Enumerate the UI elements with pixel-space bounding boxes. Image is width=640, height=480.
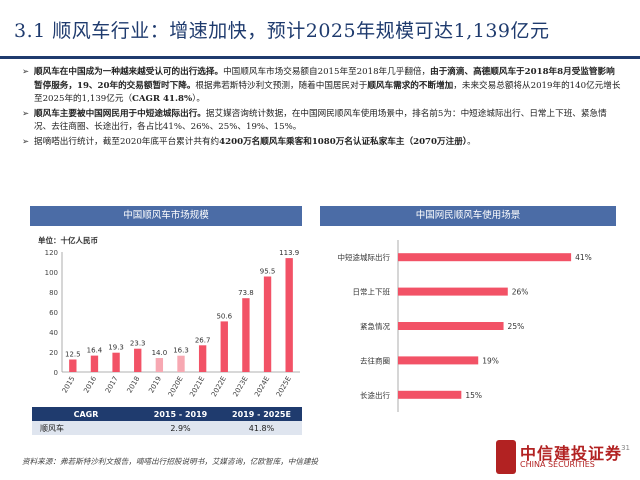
x-tick-label: 2018 (126, 375, 142, 394)
bullet-1-text-c: ，未来交易总额将从2019年的140亿元增长至2025年的1,139亿元（ (34, 80, 621, 105)
y-tick-label: 60 (49, 309, 58, 317)
category-label: 中短途城际出行 (338, 252, 391, 262)
y-tick-label: 0 (54, 369, 58, 377)
logo-name: 中信建投证券 (520, 444, 623, 463)
logo-seal-icon (496, 440, 516, 474)
data-label: 41% (575, 253, 592, 262)
data-label: 14.0 (152, 349, 168, 357)
category-label: 日常上下班 (353, 287, 391, 297)
data-label: 15% (465, 391, 482, 400)
data-label: 95.5 (260, 268, 276, 276)
bar (242, 298, 250, 372)
bar (220, 321, 228, 372)
cagr-header: 2015 - 2019 (140, 407, 221, 421)
bar (134, 348, 142, 372)
bullet-item-3: ➢ 据嘀嗒出行统计，截至2020年底平台累计共有约4200万名顺风车乘客和108… (22, 136, 622, 150)
cagr-table: CAGR 2015 - 2019 2019 - 2025E 顺风车 2.9% 4… (32, 407, 302, 435)
right-panel-title: 中国网民顺风车使用场景 (320, 206, 616, 226)
category-label: 长途出行 (360, 390, 390, 400)
data-label: 50.6 (216, 312, 232, 320)
bar (263, 276, 272, 372)
y-tick-label: 80 (49, 289, 58, 297)
x-tick-label: 2016 (82, 375, 98, 395)
bar (398, 390, 462, 399)
arrow-bullet-icon: ➢ (22, 136, 30, 147)
data-label: 73.8 (238, 289, 254, 297)
bullet-1-text-d: ）。 (192, 94, 206, 104)
x-tick-label: 2024E (253, 375, 271, 398)
title-divider (0, 56, 640, 59)
category-label: 去往商圈 (360, 355, 390, 365)
bar (198, 345, 207, 372)
y-tick-label: 100 (45, 269, 58, 277)
left-panel-title: 中国顺风车市场规模 (30, 206, 302, 226)
bar (398, 356, 479, 365)
cagr-row-label: 顺风车 (32, 421, 140, 435)
y-tick-label: 120 (45, 249, 58, 257)
cagr-header-row: CAGR 2015 - 2019 2019 - 2025E (32, 407, 302, 421)
bullet-item-2: ➢ 顺风车主要被中国网民用于中短途城际出行。据艾媒咨询统计数据，在中国网民顺风车… (22, 108, 622, 135)
bullet-3-text-a: 据嘀嗒出行统计，截至2020年底平台累计共有约 (34, 136, 220, 147)
bullet-3-bold: 4200万名顺风车乘客和1080万名认证私家车主（2070万注册） (219, 136, 468, 147)
x-tick-label: 2023E (232, 375, 250, 398)
data-label: 26.7 (195, 336, 211, 344)
data-label: 12.5 (65, 351, 81, 359)
page-title: 3.1 顺风车行业：增速加快，预计2025年规模可达1,139亿元 (14, 20, 550, 42)
bar (398, 287, 508, 296)
cagr-value: 2.9% (140, 421, 221, 435)
x-tick-label: 2025E (275, 375, 293, 398)
data-label: 16.3 (173, 347, 189, 355)
source-note: 资料来源：弗若斯特沙利文报告，嘀嗒出行招股说明书，艾媒咨询，亿欧智库，中信建投 (22, 457, 319, 466)
bar (285, 258, 293, 372)
data-label: 25% (508, 322, 525, 331)
data-label: 26% (512, 288, 529, 297)
cagr-data-row: 顺风车 2.9% 41.8% (32, 421, 302, 435)
y-tick-label: 40 (49, 329, 58, 337)
bullet-1-bold-c: CAGR 41.8% (132, 94, 193, 104)
data-label: 19.3 (108, 344, 124, 352)
arrow-bullet-icon: ➢ (22, 67, 30, 77)
bullet-1-bold-a: 由于滴滴、高德顺风车于2018年8月受监管影响暂停服务，19、20年的交易额暂时… (34, 67, 615, 91)
bullet-3-text-b: 。 (467, 136, 476, 147)
x-tick-label: 2015 (61, 375, 77, 394)
bar (155, 358, 164, 372)
bar (177, 355, 185, 372)
bullet-2-text: 据艾媒咨询统计数据，在中国网民顺风车使用场景中，排名前5为：中短途城际出行、日常… (34, 108, 607, 133)
cagr-value: 41.8% (221, 421, 302, 435)
data-label: 16.4 (87, 347, 103, 355)
x-tick-label: 2022E (210, 375, 228, 398)
company-logo: 中信建投证券 CHINA SECURITIES (496, 438, 636, 478)
data-label: 113.9 (279, 249, 299, 257)
data-label: 19% (482, 356, 499, 365)
x-tick-label: 2017 (104, 375, 120, 394)
bullet-1-bold-b: 顺风车需求的不断增加 (367, 80, 454, 91)
cagr-header: CAGR (32, 407, 140, 421)
arrow-bullet-icon: ➢ (22, 108, 30, 119)
cagr-header: 2019 - 2025E (221, 407, 302, 421)
category-label: 紧急情况 (360, 321, 390, 331)
page-number: 31 (621, 444, 630, 452)
x-tick-label: 2019 (147, 375, 163, 394)
bar (112, 352, 120, 372)
bar (398, 253, 572, 262)
bullet-2-lead: 顺风车主要被中国网民用于中短途城际出行。 (34, 108, 206, 119)
bullet-item-1: ➢ 顺风车在中国成为一种越来越受认可的出行选择。中国顺风车市场交易额自2015年… (22, 66, 622, 107)
x-tick-label: 2021E (188, 375, 206, 398)
bar (90, 355, 99, 372)
y-tick-label: 20 (49, 349, 58, 357)
bullet-list: ➢ 顺风车在中国成为一种越来越受认可的出行选择。中国顺风车市场交易额自2015年… (22, 66, 622, 150)
bar (398, 322, 504, 330)
bullet-1-text-b: 根据弗若斯特沙利文预测，随着中国居民对于 (195, 80, 368, 91)
bar (69, 359, 77, 372)
left-chart-unit: 单位：十亿人民币 (38, 236, 98, 245)
bullet-1-lead: 顺风车在中国成为一种越来越受认可的出行选择。 (34, 67, 224, 77)
bullet-1-text-a: 中国顺风车市场交易额自2015年至2018年几乎翻倍， (223, 67, 431, 77)
x-tick-label: 2020E (167, 375, 185, 398)
logo-subtitle: CHINA SECURITIES (520, 460, 595, 469)
data-label: 23.3 (130, 340, 146, 348)
